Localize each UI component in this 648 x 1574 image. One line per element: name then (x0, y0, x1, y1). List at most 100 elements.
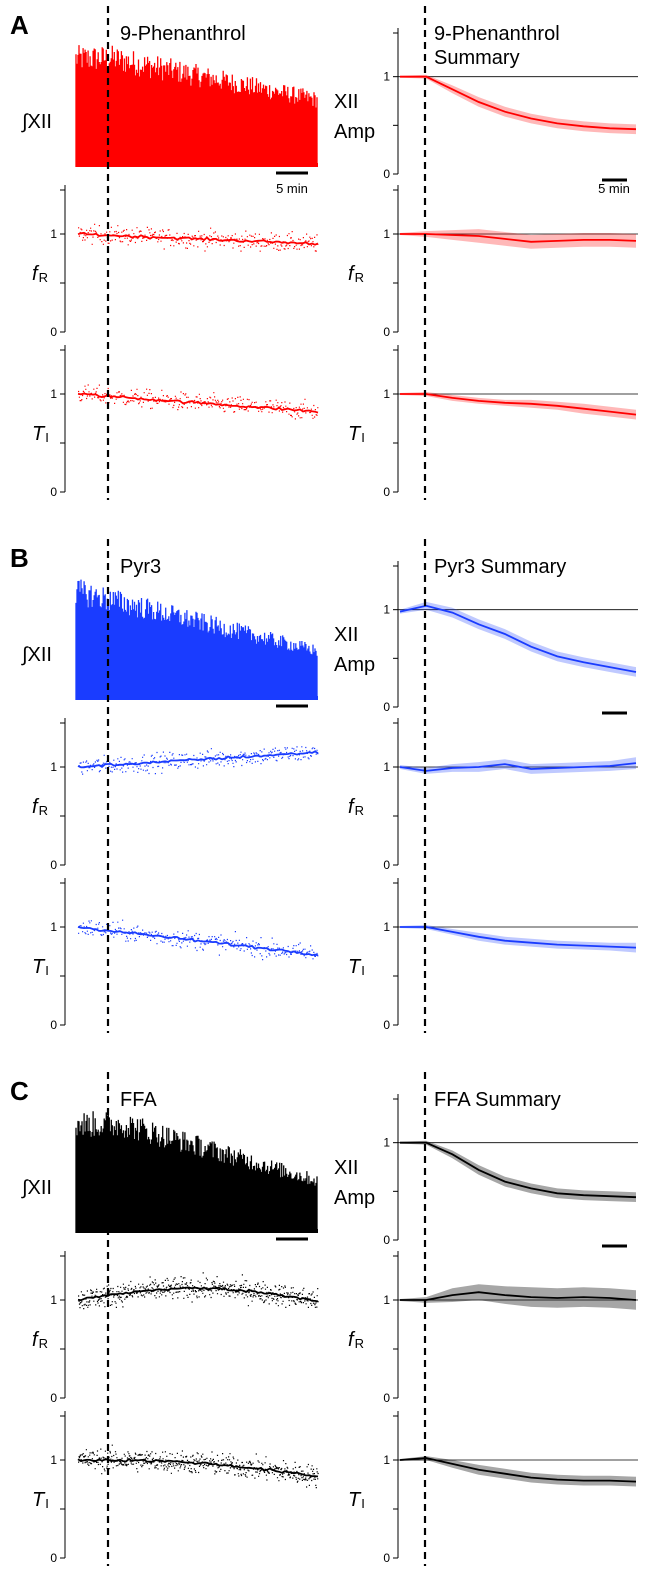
running-average-line (77, 1457, 319, 1478)
summary-title: FFA Summary (434, 1089, 561, 1111)
tick-label-1: 1 (383, 603, 390, 617)
tick-label-1: 1 (50, 760, 57, 774)
raw-points (78, 223, 319, 252)
mean-line (400, 926, 637, 949)
integral-xii-label: ∫XII (21, 1177, 52, 1199)
tick-label-1: 1 (383, 920, 390, 934)
tick-label-1: 1 (383, 227, 390, 241)
tick-label-0: 0 (383, 700, 390, 714)
summary-amp-plot: 0 1 XII Amp (334, 561, 638, 714)
xii-amp-label-line1: XII (334, 91, 358, 113)
tick-label-0: 0 (50, 1391, 57, 1405)
integral-xii-trace (75, 579, 318, 700)
tick-label-1: 1 (383, 760, 390, 774)
tick-label-1: 1 (50, 387, 57, 401)
mean-line (400, 233, 637, 243)
integral-xii-bursts (75, 1111, 318, 1233)
fr-label: fR (32, 1329, 48, 1351)
mean-line (400, 393, 637, 416)
running-average-line (77, 392, 319, 414)
tick-label-0: 0 (383, 858, 390, 872)
panel-b: B Pyr3 Pyr3 Summary ∫XII 0 1 fR 0 1 TI 0 1 XII Amp 0 1 f… (10, 539, 638, 1033)
summary-fr-plot: 0 1 fR (348, 185, 638, 339)
xii-amp-label-line2: Amp (334, 654, 375, 676)
panel-c: C FFA FFA Summary∫XII01fR01TI01XIIAmp01fR0… (10, 1072, 638, 1566)
summary-title: Summary (434, 47, 520, 69)
sem-band (400, 1456, 636, 1487)
integral-xii-baseline (76, 1229, 318, 1233)
integral-xii-baseline (76, 163, 318, 167)
panel-letter: A (10, 10, 29, 40)
integral-xii-baseline (76, 696, 318, 700)
fr-label: fR (348, 1329, 364, 1351)
running-average-line (77, 1286, 319, 1303)
left-ti-plot: 0 1 TI (32, 345, 319, 499)
mean-line (400, 1291, 637, 1301)
sem-band (400, 1140, 636, 1202)
tick-label-0: 0 (50, 1551, 57, 1565)
ti-label: TI (348, 956, 365, 978)
summary-title: Pyr3 Summary (434, 556, 566, 578)
tick-label-1: 1 (50, 920, 57, 934)
tick-label-0: 0 (383, 1391, 390, 1405)
fr-label: fR (348, 796, 364, 818)
summary-ti-plot: 0 1 TI (348, 1411, 638, 1565)
left-trace-title: FFA (120, 1089, 157, 1111)
left-ti-plot: 0 1 TI (32, 878, 319, 1032)
tick-label-0: 0 (383, 1018, 390, 1032)
tick-label-0: 0 (50, 1018, 57, 1032)
xii-amp-label-line2: Amp (334, 1187, 375, 1209)
tick-label-0: 0 (383, 1233, 390, 1247)
ti-label: TI (348, 423, 365, 445)
summary-amp-plot: 0 1 XII Amp (334, 1094, 638, 1247)
ti-label: TI (32, 423, 49, 445)
running-average-line (77, 231, 319, 246)
left-fr-plot: 0 1 fR (32, 185, 319, 339)
tick-label-0: 0 (383, 325, 390, 339)
sem-band (400, 757, 636, 774)
mean-line (399, 762, 637, 772)
sem-band (400, 1284, 636, 1310)
left-fr-plot: 0 1 fR (32, 1251, 319, 1405)
fr-label: fR (32, 263, 48, 285)
integral-xii-bursts (75, 45, 318, 167)
fr-label: fR (32, 796, 48, 818)
tick-label-1: 1 (383, 70, 390, 84)
tick-label-0: 0 (50, 858, 57, 872)
integral-xii-trace (75, 1111, 318, 1233)
tick-label-0: 0 (50, 325, 57, 339)
mean-line (400, 1141, 637, 1199)
summary-fr-plot: 0 1 fR (348, 718, 638, 872)
ti-label: TI (32, 1489, 49, 1511)
tick-label-1: 1 (383, 1293, 390, 1307)
scale-bar-label-right: 5 min (598, 181, 630, 196)
mean-line (399, 1457, 637, 1483)
summary-ti-plot: 0 1 TI (348, 878, 638, 1032)
integral-xii-trace (75, 45, 318, 167)
left-ti-plot: 0 1 TI (32, 1411, 319, 1565)
tick-label-0: 0 (383, 485, 390, 499)
mean-line (399, 604, 637, 673)
running-average-line (77, 926, 319, 957)
raw-points (78, 1272, 319, 1310)
xii-amp-label-line1: XII (334, 1157, 358, 1179)
summary-title: 9-Phenanthrol (434, 23, 560, 45)
tick-label-0: 0 (383, 167, 390, 181)
tick-label-0: 0 (50, 485, 57, 499)
summary-ti-plot: 0 1 TI (348, 345, 638, 499)
panel-a: A 9-Phenanthrol 9-PhenanthrolSummary∫XII5 … (10, 6, 638, 500)
summary-fr-plot: 0 1 fR (348, 1251, 638, 1405)
xii-amp-label-line2: Amp (334, 121, 375, 143)
ti-label: TI (32, 956, 49, 978)
panel-letter: B (10, 543, 29, 573)
tick-label-1: 1 (50, 227, 57, 241)
left-trace-title: 9-Phenanthrol (120, 23, 246, 45)
mean-line (400, 75, 637, 131)
tick-label-1: 1 (50, 1453, 57, 1467)
ti-label: TI (348, 1489, 365, 1511)
tick-label-1: 1 (383, 387, 390, 401)
left-trace-title: Pyr3 (120, 556, 161, 578)
left-fr-plot: 0 1 fR (32, 718, 319, 872)
summary-amp-plot: 0 1 XII Amp (334, 28, 638, 181)
